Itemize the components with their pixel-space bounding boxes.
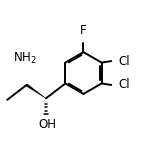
Text: NH$_2$: NH$_2$	[13, 50, 37, 66]
Polygon shape	[26, 84, 46, 98]
Text: Cl: Cl	[118, 78, 130, 92]
Text: F: F	[80, 24, 87, 37]
Text: Cl: Cl	[118, 55, 130, 68]
Text: OH: OH	[38, 118, 56, 131]
